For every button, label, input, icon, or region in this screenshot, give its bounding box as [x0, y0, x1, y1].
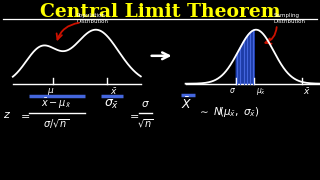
Text: $\sigma$: $\sigma$: [141, 99, 150, 109]
Text: Central Limit Theorem: Central Limit Theorem: [40, 3, 280, 21]
Text: $z$: $z$: [3, 110, 11, 120]
Text: $\mu_{\bar{x}}$: $\mu_{\bar{x}}$: [256, 86, 266, 97]
Text: $\sigma_{\bar{x}}$: $\sigma_{\bar{x}}$: [104, 98, 120, 111]
Text: Population
Distribution: Population Distribution: [77, 13, 109, 24]
Text: $\sigma$: $\sigma$: [229, 86, 236, 95]
Polygon shape: [236, 30, 254, 84]
Text: $\sigma/\sqrt{n}$: $\sigma/\sqrt{n}$: [43, 117, 69, 131]
Text: $\mu$: $\mu$: [46, 86, 54, 97]
Text: $=$: $=$: [127, 110, 139, 120]
Text: $\sim\ N\!\left(\mu_{\bar{x}},\ \sigma_{\bar{x}}\right)$: $\sim\ N\!\left(\mu_{\bar{x}},\ \sigma_{…: [197, 105, 259, 119]
Text: $\bar{x}$: $\bar{x}$: [110, 86, 117, 97]
Text: $\bar{x} - \mu_{\bar{x}}$: $\bar{x} - \mu_{\bar{x}}$: [41, 97, 71, 111]
Text: $\sqrt{n}$: $\sqrt{n}$: [137, 118, 154, 130]
Text: $\bar{x}$: $\bar{x}$: [303, 86, 311, 97]
Text: $=$: $=$: [18, 110, 30, 120]
Text: Sampling
Distribution: Sampling Distribution: [274, 13, 306, 24]
Text: $\bar{X}$: $\bar{X}$: [181, 97, 192, 112]
